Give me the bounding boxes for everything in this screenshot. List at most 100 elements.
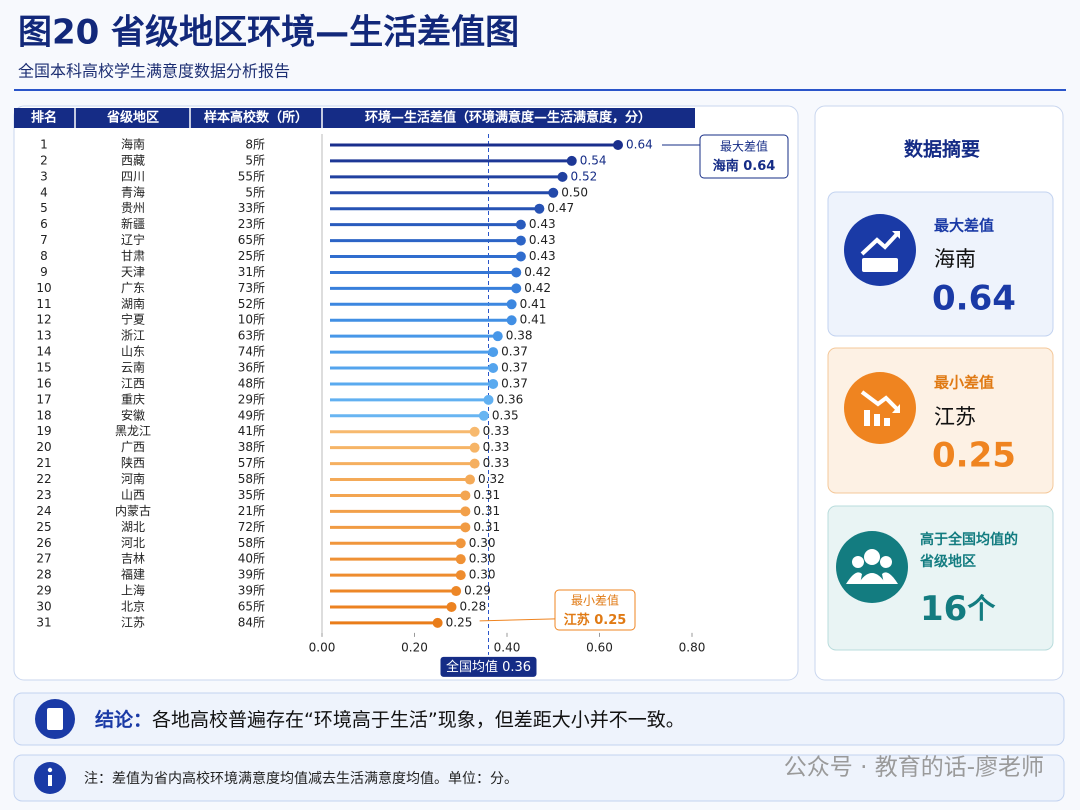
value-label: 0.36	[497, 392, 524, 406]
mean-label-value: 0.36	[502, 659, 531, 674]
province: 湖南	[121, 296, 145, 311]
province: 新疆	[121, 216, 145, 231]
card-title: 最小差值	[934, 374, 994, 392]
province: 天津	[121, 265, 145, 279]
x-tick-label: 0.60	[586, 640, 613, 654]
rank: 12	[36, 313, 51, 327]
province: 海南	[121, 137, 145, 152]
value-label: 0.37	[501, 361, 528, 375]
card-number: 16	[920, 589, 967, 629]
value-label: 0.32	[478, 472, 505, 486]
rank: 11	[36, 297, 51, 311]
province: 湖北	[121, 519, 145, 534]
lollipop-dot	[460, 522, 471, 533]
column-header: 样本高校数（所）	[204, 110, 308, 126]
sample-count: 41所	[238, 424, 265, 438]
value-label: 0.50	[561, 185, 588, 199]
lollipop-dot	[455, 538, 466, 549]
sample-count: 8所	[245, 138, 265, 152]
column-header: 省级地区	[106, 110, 159, 126]
value-label: 0.41	[520, 297, 547, 311]
callout-number: 0.64	[743, 159, 775, 174]
card-title: 最大差值	[934, 217, 994, 235]
lollipop-dot	[534, 203, 545, 214]
sample-count: 49所	[238, 408, 265, 422]
rank: 5	[40, 201, 48, 215]
card-value: 0.25	[932, 436, 1016, 476]
sample-count: 25所	[238, 249, 265, 263]
lollipop-dot	[483, 394, 494, 405]
lollipop-dot	[557, 171, 568, 182]
lollipop-dot	[469, 442, 480, 453]
lollipop-dot	[455, 554, 466, 565]
lollipop-dot	[506, 315, 517, 326]
card-value: 16个	[920, 589, 996, 629]
province: 四川	[121, 169, 145, 183]
table-header: 排名 省级地区 样本高校数（所） 环境—生活差值（环境满意度—生活满意度，分）	[31, 110, 651, 126]
note: 注：差值为省内高校环境满意度均值减去生活满意度均值。单位：分。	[84, 770, 518, 787]
sample-count: 72所	[238, 520, 265, 534]
value-label: 0.33	[483, 424, 510, 438]
sample-count: 58所	[238, 472, 265, 486]
lollipop-dot	[460, 506, 471, 517]
table-header-bar	[14, 108, 695, 128]
rank: 7	[40, 233, 48, 247]
rank: 3	[40, 169, 48, 183]
sample-count: 65所	[238, 599, 265, 613]
chart-panel	[13, 105, 799, 681]
province: 浙江	[121, 329, 145, 343]
x-tick-label: 0.40	[494, 640, 521, 654]
rank: 30	[36, 599, 51, 613]
callout-number: 0.25	[594, 613, 626, 628]
sample-count: 52所	[238, 297, 265, 311]
rank: 9	[40, 265, 48, 279]
province: 北京	[121, 599, 145, 613]
value-label: 0.30	[469, 536, 496, 550]
rank: 18	[36, 408, 51, 422]
x-tick-label: 0.80	[679, 640, 706, 654]
lollipop-dot	[613, 140, 623, 150]
province: 青海	[121, 184, 145, 199]
province: 江西	[121, 376, 145, 390]
value-label: 0.43	[529, 249, 556, 263]
province: 云南	[121, 360, 145, 375]
value-label: 0.42	[524, 281, 551, 295]
rank: 17	[36, 392, 51, 406]
sample-count: 84所	[238, 615, 265, 629]
value-label: 0.31	[473, 488, 500, 502]
value-label: 0.41	[520, 313, 547, 327]
conclusion-bar	[13, 692, 1065, 746]
lollipop-dot	[492, 331, 503, 342]
card-name: 江苏	[934, 405, 976, 429]
lollipop-dot	[511, 267, 522, 278]
max-callout-title: 最大差值	[720, 139, 768, 154]
note-icon-i	[48, 775, 52, 786]
max-callout-box	[699, 134, 789, 179]
header-dividers	[74, 108, 323, 128]
card-value: 0.64	[932, 279, 1016, 319]
card-title: 省级地区	[919, 553, 976, 570]
min-callout-value: 江苏 0.25	[564, 612, 627, 628]
lollipop-dot	[488, 378, 499, 389]
province: 山东	[121, 345, 145, 359]
card-unit: 个	[967, 592, 996, 625]
sample-count: 23所	[238, 217, 265, 231]
province: 陕西	[121, 455, 145, 470]
rank: 1	[40, 138, 48, 152]
rank: 4	[40, 185, 48, 199]
sample-count: 39所	[238, 568, 265, 582]
lollipop-dot	[460, 490, 471, 501]
province: 广西	[121, 440, 145, 454]
rank: 16	[36, 376, 51, 390]
rank: 26	[36, 536, 51, 550]
callout-name: 江苏	[564, 612, 590, 628]
sample-count: 40所	[238, 552, 265, 566]
value-label: 0.43	[529, 217, 556, 231]
summary-title: 数据摘要	[904, 138, 980, 161]
conclusion-icon-page	[47, 708, 63, 730]
province: 福建	[121, 567, 145, 582]
value-label: 0.30	[469, 568, 496, 582]
lollipop-dot	[515, 235, 526, 246]
province: 内蒙古	[115, 503, 151, 518]
card-title: 高于全国均值的	[920, 531, 1018, 548]
